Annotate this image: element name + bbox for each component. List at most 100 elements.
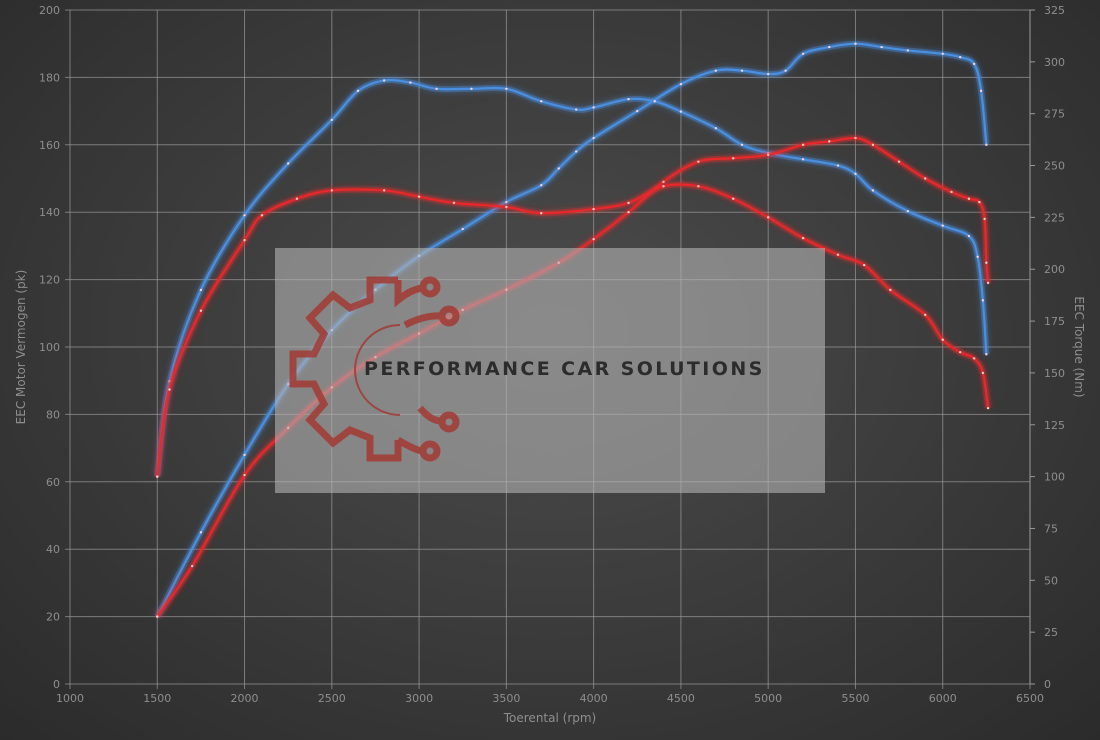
- y-tick-label: 0: [53, 678, 60, 691]
- watermark: PERFORMANCE CAR SOLUTIONS: [275, 248, 825, 493]
- data-point: [836, 253, 840, 256]
- data-point: [784, 69, 787, 72]
- data-point: [732, 197, 735, 200]
- data-point: [978, 200, 981, 204]
- data-point: [854, 172, 857, 176]
- x-tick-label: 3000: [405, 692, 433, 705]
- logo-gear-icon: [289, 276, 460, 462]
- data-point: [967, 197, 971, 200]
- data-point: [243, 473, 246, 477]
- data-point: [505, 200, 508, 204]
- data-point: [627, 97, 630, 101]
- data-point: [714, 69, 718, 72]
- y2-tick-label: 175: [1044, 315, 1065, 328]
- data-point: [906, 209, 910, 213]
- y2-tick-label: 250: [1044, 160, 1065, 173]
- y-tick-label: 160: [39, 139, 60, 152]
- y-tick-label: 20: [46, 611, 60, 624]
- data-point: [243, 453, 246, 457]
- y2-axis-label: EEC Torque (Nm): [1072, 296, 1086, 397]
- data-point: [540, 100, 543, 103]
- data-point: [697, 185, 700, 188]
- y2-tick-label: 150: [1044, 367, 1065, 380]
- x-tick-label: 3500: [492, 692, 520, 705]
- y2-tick-label: 200: [1044, 263, 1065, 276]
- watermark-text: PERFORMANCE CAR SOLUTIONS: [364, 358, 765, 380]
- y2-tick-label: 225: [1044, 211, 1065, 224]
- data-point: [981, 299, 985, 302]
- data-point: [190, 564, 194, 568]
- data-point: [168, 388, 171, 391]
- data-point: [801, 52, 805, 56]
- data-point: [636, 109, 639, 113]
- data-point: [540, 212, 543, 215]
- data-point: [409, 81, 412, 84]
- y-tick-label: 120: [39, 274, 60, 287]
- data-point: [985, 143, 988, 146]
- data-point: [897, 160, 901, 163]
- data-point: [330, 189, 334, 192]
- data-point: [854, 42, 857, 45]
- data-point: [985, 261, 988, 264]
- data-point: [941, 52, 944, 56]
- data-point: [505, 205, 508, 209]
- data-point: [199, 288, 203, 292]
- data-point: [679, 82, 683, 86]
- y-tick-label: 100: [39, 341, 60, 354]
- y-axis-label: EEC Motor Vermogen (pk): [14, 270, 28, 425]
- y2-tick-label: 0: [1044, 678, 1051, 691]
- data-point: [972, 62, 976, 66]
- data-point: [653, 100, 656, 103]
- data-point: [461, 227, 464, 231]
- data-point: [871, 143, 875, 146]
- y-tick-label: 140: [39, 206, 60, 219]
- series-3: [154, 181, 992, 478]
- data-point: [986, 406, 990, 410]
- data-point: [871, 189, 875, 192]
- data-point: [950, 190, 953, 194]
- data-point: [470, 87, 473, 91]
- data-point: [452, 201, 456, 205]
- data-point: [260, 214, 264, 217]
- data-point: [627, 201, 630, 205]
- x-tick-label: 4000: [580, 692, 608, 705]
- x-tick-label: 1000: [56, 692, 84, 705]
- y-tick-label: 200: [39, 4, 60, 17]
- data-point: [574, 150, 578, 153]
- data-point: [986, 281, 990, 285]
- data-point: [732, 157, 735, 160]
- data-point: [156, 475, 159, 478]
- data-point: [662, 180, 665, 184]
- data-point: [801, 158, 805, 161]
- data-point: [697, 160, 700, 163]
- data-point: [828, 45, 831, 49]
- data-point: [889, 288, 892, 292]
- data-point: [906, 49, 910, 52]
- data-point: [435, 87, 438, 91]
- data-point: [356, 89, 360, 93]
- data-point: [924, 177, 927, 180]
- x-tick-label: 2000: [231, 692, 259, 705]
- data-point: [924, 313, 927, 317]
- y2-tick-label: 325: [1044, 4, 1065, 17]
- data-point: [662, 185, 665, 188]
- data-point: [199, 309, 203, 312]
- y2-tick-label: 25: [1044, 626, 1058, 639]
- data-point: [766, 153, 770, 157]
- data-point: [295, 197, 299, 200]
- x-tick-label: 1500: [143, 692, 171, 705]
- x-tick-label: 4500: [667, 692, 695, 705]
- x-tick-label: 2500: [318, 692, 346, 705]
- x-tick-label: 5000: [754, 692, 782, 705]
- data-point: [156, 615, 159, 618]
- data-point: [540, 184, 543, 187]
- y2-tick-label: 300: [1044, 56, 1065, 69]
- data-point: [574, 108, 578, 111]
- x-tick-label: 6500: [1016, 692, 1044, 705]
- data-point: [985, 353, 988, 356]
- data-point: [967, 234, 971, 238]
- data-point: [243, 214, 246, 217]
- series-1: [154, 77, 990, 478]
- tick-labels: 1000 1500 2000 2500 3000 3500 4000 4500 5000 5500…: [39, 4, 1065, 705]
